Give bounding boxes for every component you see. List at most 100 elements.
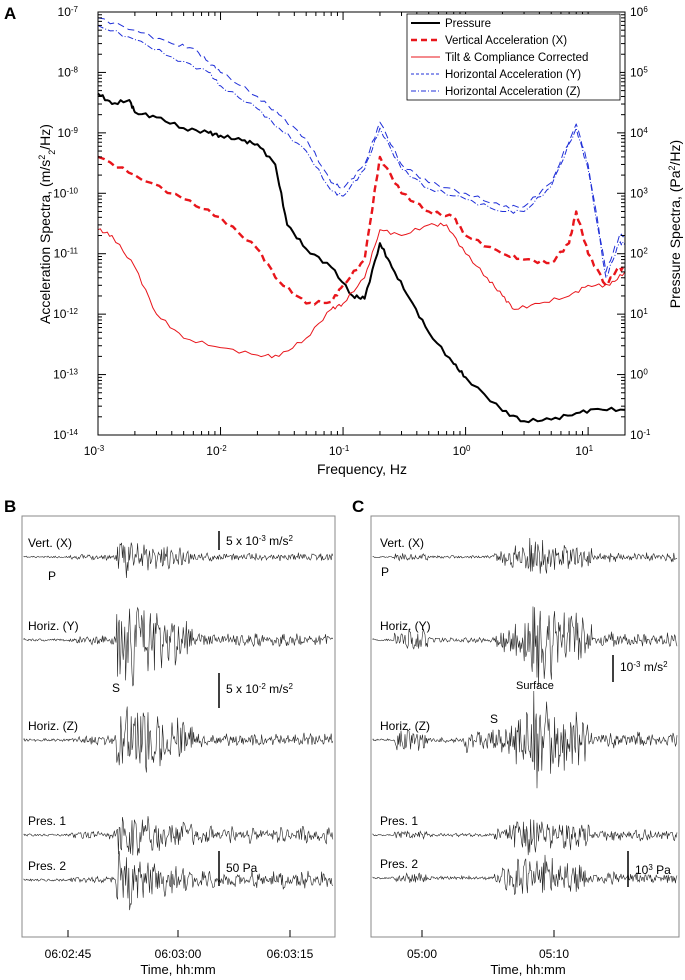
right-label-base: Pressure Spectra, (Pa bbox=[667, 170, 683, 308]
y-left-tick-label: 10-9 bbox=[58, 125, 79, 140]
trace-label: Horiz. (Y) bbox=[28, 619, 79, 633]
y-right-tick-exp: 5 bbox=[643, 65, 648, 74]
y-right-tick-label: 105 bbox=[630, 65, 648, 80]
trace-label: Horiz. (Z) bbox=[28, 719, 78, 733]
panel-letter-c: C bbox=[352, 497, 364, 516]
panel-c-annotation-surface: Surface bbox=[516, 680, 554, 692]
seismogram-trace bbox=[372, 606, 678, 688]
panel-b-scale-label-3: 50 Pa bbox=[226, 861, 258, 875]
panel-b-x-axis-label: Time, hh:mm bbox=[140, 962, 215, 977]
scale-b1-text: 5 x 10 bbox=[226, 534, 259, 548]
scale-b2-exp: -2 bbox=[259, 682, 267, 691]
right-label-sup: 2 bbox=[667, 165, 677, 170]
y-left-tick-exp: -11 bbox=[67, 246, 79, 255]
y-right-tick-base: 10 bbox=[630, 65, 644, 79]
legend-label-tilt: Tilt & Compliance Corrected bbox=[445, 52, 588, 64]
y-left-tick-base: 10 bbox=[58, 65, 72, 79]
x-tick-exp: -2 bbox=[220, 444, 228, 453]
legend-label-pressure: Pressure bbox=[445, 18, 491, 30]
y-left-tick-exp: -12 bbox=[66, 307, 78, 316]
trace-label: Horiz. (Z) bbox=[380, 719, 430, 733]
seismogram-trace bbox=[23, 606, 334, 687]
trace-label: Pres. 1 bbox=[380, 814, 418, 828]
scale-b1-exp: -3 bbox=[259, 534, 267, 543]
panel-c-annotation-p: P bbox=[381, 565, 389, 579]
y-left-tick-label: 10-10 bbox=[53, 186, 78, 201]
x-tick-exp: -3 bbox=[97, 444, 105, 453]
x-tick-base: 10 bbox=[575, 444, 589, 458]
panel-b-scale-label-1: 5 x 10-3 m/s2 bbox=[226, 534, 294, 549]
panel-b-trace-labels: Vert. (X) Horiz. (Y) Horiz. (Z) Pres. 1 Pres… bbox=[28, 536, 79, 873]
legend-frame bbox=[406, 13, 621, 101]
panel-c-scale-label-1: 10-3 m/s2 bbox=[620, 660, 668, 675]
y-right-tick-exp: 6 bbox=[643, 5, 648, 14]
y-right-tick-exp: 1 bbox=[643, 307, 648, 316]
y-left-tick-base: 10 bbox=[53, 368, 67, 382]
y-right-tick-base: 10 bbox=[630, 186, 644, 200]
panel-c-scale-label-2: 103 Pa bbox=[635, 863, 671, 878]
scale-b2-unit-sup: 2 bbox=[289, 682, 294, 691]
seismogram-trace bbox=[372, 819, 678, 856]
x-tick-base: 10 bbox=[84, 444, 98, 458]
y-left-tick-label: 10-11 bbox=[54, 246, 79, 261]
scale-c2-text: 10 bbox=[635, 863, 649, 877]
panel-b-traces bbox=[23, 542, 334, 911]
panel-c-annotation-s: S bbox=[490, 712, 498, 726]
c-x-tick-label: 05:10 bbox=[539, 947, 569, 961]
y-right-tick-base: 10 bbox=[630, 307, 644, 321]
panel-a-left-axis-label: Acceleration Spectra, (m/s22/Hz) bbox=[37, 124, 57, 324]
y-left-tick-base: 10 bbox=[53, 428, 67, 442]
x-tick-label: 101 bbox=[575, 444, 593, 459]
y-right-tick-label: 101 bbox=[630, 307, 648, 322]
seismogram-trace bbox=[23, 706, 334, 773]
y-left-tick-base: 10 bbox=[58, 126, 72, 140]
seismogram-trace bbox=[372, 854, 678, 895]
y-right-tick-label: 104 bbox=[630, 125, 648, 140]
x-tick-base: 10 bbox=[206, 444, 220, 458]
panel-c: Vert. (X) Horiz. (Y) Horiz. (Z) Pres. 1 Pres… bbox=[370, 515, 680, 977]
y-right-tick-base: 10 bbox=[630, 5, 644, 19]
scale-b1-unit: m/s bbox=[266, 534, 289, 548]
y-right-tick-label: 10-1 bbox=[630, 428, 651, 443]
y-left-tick-base: 10 bbox=[58, 5, 72, 19]
y-left-tick-exp: -10 bbox=[66, 186, 78, 195]
series-line-horizontal-acceleration-y- bbox=[97, 17, 626, 273]
x-tick-exp: -1 bbox=[342, 444, 350, 453]
panel-b-annotation-p: P bbox=[48, 569, 56, 583]
legend-label-vertical: Vertical Acceleration (X) bbox=[445, 35, 567, 47]
y-left-tick-label: 10-8 bbox=[58, 65, 79, 80]
y-left-tick-base: 10 bbox=[53, 186, 67, 200]
seismogram-trace bbox=[23, 850, 334, 911]
y-right-tick-label: 100 bbox=[630, 367, 648, 382]
x-tick-label: 10-1 bbox=[329, 444, 350, 459]
panel-b: Vert. (X) Horiz. (Y) Horiz. (Z) Pres. 1 Pres… bbox=[21, 515, 336, 977]
y-left-tick-exp: -8 bbox=[71, 65, 79, 74]
series-line-horizontal-acceleration-z- bbox=[97, 24, 626, 279]
scale-c1-unit-sup: 2 bbox=[663, 660, 668, 669]
x-tick-base: 10 bbox=[453, 444, 467, 458]
y-right-tick-label: 102 bbox=[630, 246, 648, 261]
panel-b-scale-label-2: 5 x 10-2 m/s2 bbox=[226, 682, 294, 697]
y-right-tick-exp: 2 bbox=[643, 246, 648, 255]
right-label-tail: /Hz) bbox=[667, 140, 683, 166]
seismogram-trace bbox=[23, 542, 334, 579]
y-right-tick-base: 10 bbox=[630, 428, 644, 442]
y-left-tick-exp: -13 bbox=[66, 367, 78, 376]
panel-letter-b: B bbox=[4, 497, 16, 516]
trace-label: Vert. (X) bbox=[380, 536, 424, 550]
seismogram-trace bbox=[23, 816, 334, 856]
y-right-tick-exp: 4 bbox=[643, 125, 648, 134]
trace-label: Pres. 2 bbox=[380, 857, 418, 871]
y-left-tick-label: 10-14 bbox=[53, 428, 78, 443]
y-right-tick-exp: 0 bbox=[643, 367, 648, 376]
panel-letter-a: A bbox=[4, 4, 16, 23]
seismogram-trace bbox=[372, 690, 678, 789]
scale-c1-text: 10 bbox=[620, 660, 634, 674]
y-right-tick-label: 106 bbox=[630, 5, 648, 20]
b-x-tick-label: 06:02:45 bbox=[45, 947, 92, 961]
y-right-tick-base: 10 bbox=[630, 247, 644, 261]
left-label-sub: 2 bbox=[47, 150, 57, 155]
